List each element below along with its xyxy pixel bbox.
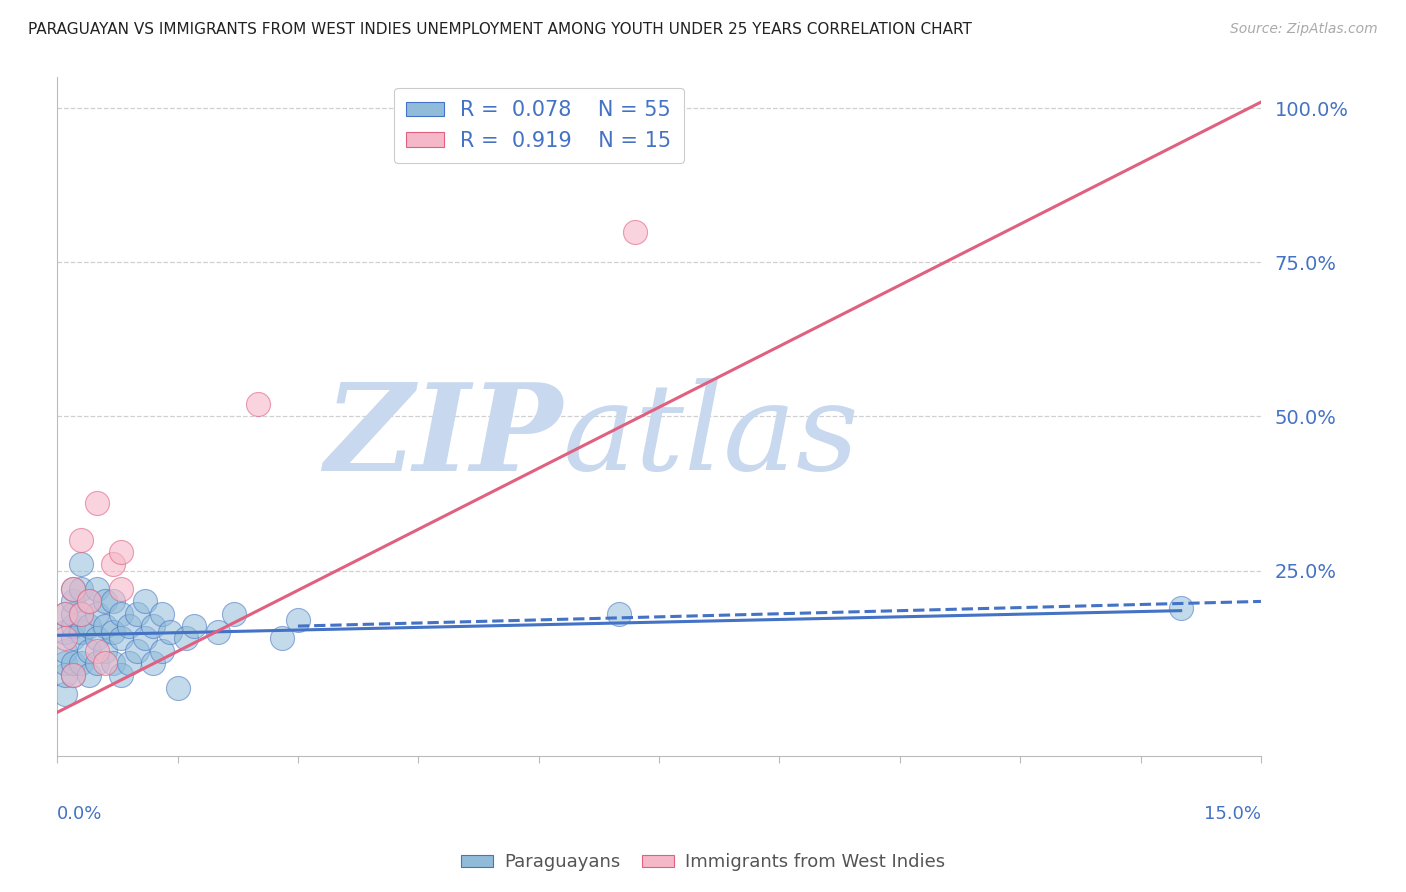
Point: [110, 668, 132, 682]
Legend: Paraguayans, Immigrants from West Indies: Paraguayans, Immigrants from West Indies: [453, 847, 953, 879]
Point: [70, 607, 93, 621]
Point: [110, 582, 132, 596]
Point: [62, 632, 84, 646]
Point: [77, 644, 100, 658]
Point: [70, 625, 93, 640]
Point: [62, 668, 84, 682]
Point: [86, 607, 108, 621]
Point: [103, 594, 125, 608]
Point: [118, 619, 141, 633]
Point: [53, 632, 76, 646]
Text: ZIP: ZIP: [325, 377, 562, 496]
Point: [166, 681, 188, 695]
Point: [246, 397, 269, 411]
Point: [134, 632, 156, 646]
Point: [134, 594, 156, 608]
Point: [86, 656, 108, 670]
Point: [127, 607, 149, 621]
Point: [159, 625, 181, 640]
Point: [53, 687, 76, 701]
Point: [94, 619, 117, 633]
Point: [174, 632, 197, 646]
Point: [94, 644, 117, 658]
Point: [77, 668, 100, 682]
Point: [62, 594, 84, 608]
Point: [207, 625, 229, 640]
Point: [53, 644, 76, 658]
Point: [287, 613, 309, 627]
Point: [142, 656, 165, 670]
Point: [607, 607, 630, 621]
Point: [53, 668, 76, 682]
Point: [77, 619, 100, 633]
Point: [62, 619, 84, 633]
Point: [70, 607, 93, 621]
Text: 0.0%: 0.0%: [58, 805, 103, 822]
Point: [70, 533, 93, 547]
Point: [86, 632, 108, 646]
Point: [624, 225, 647, 239]
Point: [103, 656, 125, 670]
Point: [62, 582, 84, 596]
Point: [150, 607, 173, 621]
Point: [53, 607, 76, 621]
Point: [70, 656, 93, 670]
Point: [94, 594, 117, 608]
Point: [103, 558, 125, 572]
Point: [142, 619, 165, 633]
Point: [110, 607, 132, 621]
Text: PARAGUAYAN VS IMMIGRANTS FROM WEST INDIES UNEMPLOYMENT AMONG YOUTH UNDER 25 YEAR: PARAGUAYAN VS IMMIGRANTS FROM WEST INDIE…: [28, 22, 972, 37]
Point: [62, 607, 84, 621]
Point: [86, 496, 108, 510]
Text: atlas: atlas: [562, 378, 859, 496]
Text: Source: ZipAtlas.com: Source: ZipAtlas.com: [1230, 22, 1378, 37]
Point: [150, 644, 173, 658]
Point: [127, 644, 149, 658]
Point: [222, 607, 245, 621]
Point: [53, 625, 76, 640]
Point: [70, 582, 93, 596]
Point: [62, 582, 84, 596]
Text: 15.0%: 15.0%: [1204, 805, 1261, 822]
Point: [118, 656, 141, 670]
Point: [70, 558, 93, 572]
Point: [183, 619, 205, 633]
Point: [62, 668, 84, 682]
Point: [86, 644, 108, 658]
Point: [77, 594, 100, 608]
Point: [103, 625, 125, 640]
Point: [86, 582, 108, 596]
Point: [62, 656, 84, 670]
Point: [94, 656, 117, 670]
Point: [110, 632, 132, 646]
Point: [110, 545, 132, 559]
Point: [270, 632, 292, 646]
Point: [53, 607, 76, 621]
Point: [1170, 600, 1192, 615]
Point: [77, 594, 100, 608]
Legend: R =  0.078    N = 55, R =  0.919    N = 15: R = 0.078 N = 55, R = 0.919 N = 15: [394, 87, 683, 163]
Point: [53, 656, 76, 670]
